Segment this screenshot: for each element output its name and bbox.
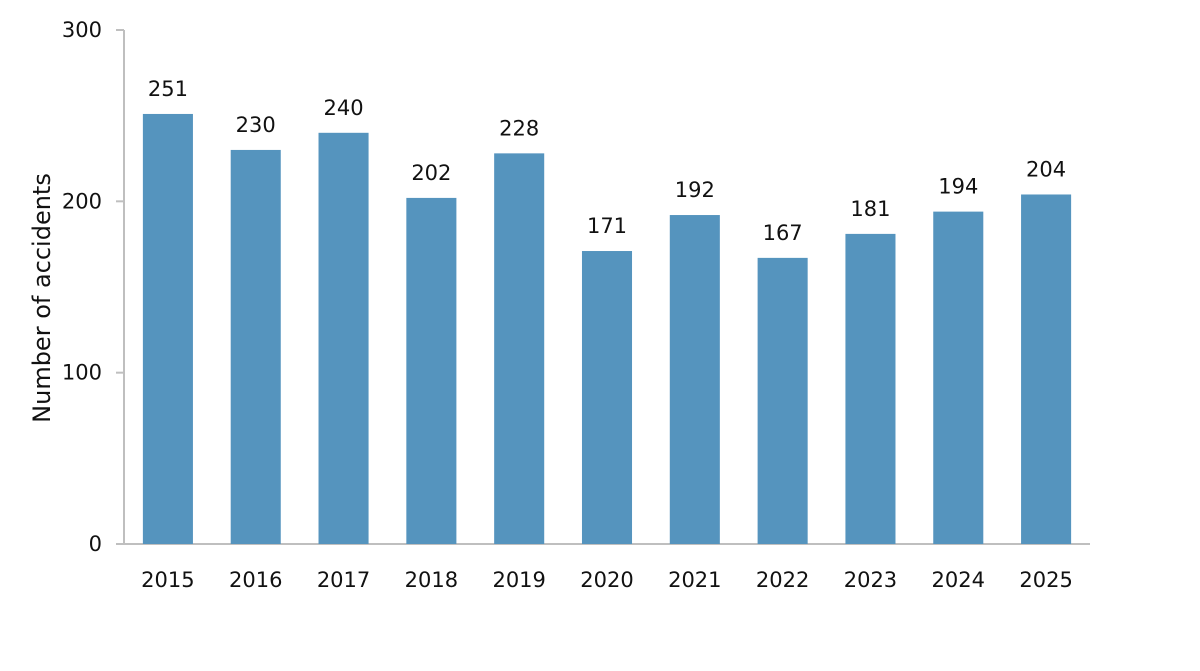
data-label-2015: 251 [148, 77, 188, 101]
data-label-2019: 228 [499, 116, 539, 140]
y-axis: 0 100 200 300 [62, 18, 125, 556]
x-tick-label-2024: 2024 [932, 568, 985, 592]
y-axis-title: Number of accidents [28, 173, 56, 423]
bar-2025 [1021, 194, 1072, 545]
bar-2021 [669, 215, 720, 545]
data-label-2020: 171 [587, 214, 627, 238]
bar-2024 [933, 211, 984, 544]
bar-2020 [581, 251, 633, 544]
data-label-2016: 230 [236, 113, 276, 137]
y-tick-label: 200 [62, 189, 102, 213]
bar-2015 [142, 113, 193, 544]
bar-2022 [757, 257, 808, 544]
data-label-2021: 192 [675, 178, 715, 202]
data-label-2017: 240 [323, 96, 363, 120]
x-tick-label-2025: 2025 [1019, 568, 1072, 592]
x-tick-label-2023: 2023 [844, 568, 897, 592]
bars [142, 113, 1072, 545]
y-tick-label: 300 [62, 18, 102, 42]
x-tick-label-2018: 2018 [405, 568, 458, 592]
x-tick-label-2021: 2021 [668, 568, 721, 592]
x-tick-label-2015: 2015 [141, 568, 194, 592]
bar-2018 [406, 197, 457, 544]
data-label-2024: 194 [938, 175, 978, 199]
y-tick-label: 100 [62, 361, 102, 385]
x-tick-label-2019: 2019 [492, 568, 545, 592]
data-labels: 251 230 240 202 228 171 192 167 181 194 204 [148, 77, 1066, 245]
x-tick-label-2016: 2016 [229, 568, 282, 592]
y-tick-label: 0 [89, 532, 102, 556]
data-label-2018: 202 [411, 161, 451, 185]
data-label-2023: 181 [850, 197, 890, 221]
bar-2019 [494, 153, 545, 545]
data-label-2025: 204 [1026, 157, 1066, 181]
x-tick-label-2020: 2020 [580, 568, 633, 592]
bar-2023 [845, 233, 896, 545]
x-axis: 2015 2016 2017 2018 2019 2020 2021 2022 2023 2024… [124, 543, 1090, 592]
bar-2016 [230, 149, 281, 544]
x-tick-label-2017: 2017 [317, 568, 370, 592]
data-label-2022: 167 [763, 221, 803, 245]
bar-2017 [318, 132, 369, 545]
x-tick-label-2022: 2022 [756, 568, 809, 592]
